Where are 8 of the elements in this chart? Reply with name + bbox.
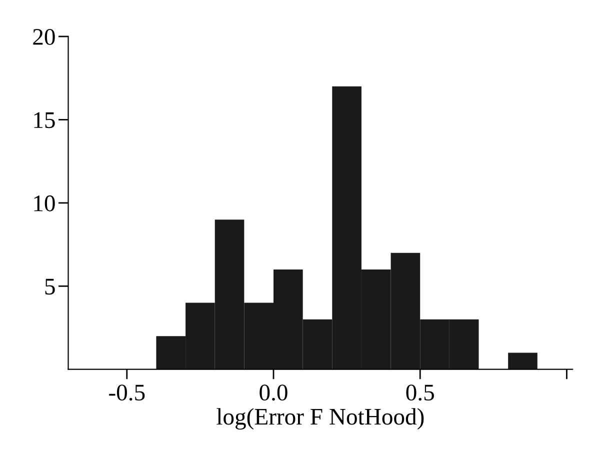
x-tick-label: 0.0 (260, 384, 288, 401)
y-tick-label: 10 (34, 195, 55, 212)
x-tick-label: -0.5 (109, 384, 145, 401)
y-tick-label: 5 (45, 278, 55, 295)
y-tick-label: 15 (34, 112, 55, 128)
x-tick-label: 0.5 (406, 384, 434, 401)
y-tick-label: 20 (33, 28, 55, 45)
x-axis-title: log(Error F NotHood) (216, 408, 424, 430)
